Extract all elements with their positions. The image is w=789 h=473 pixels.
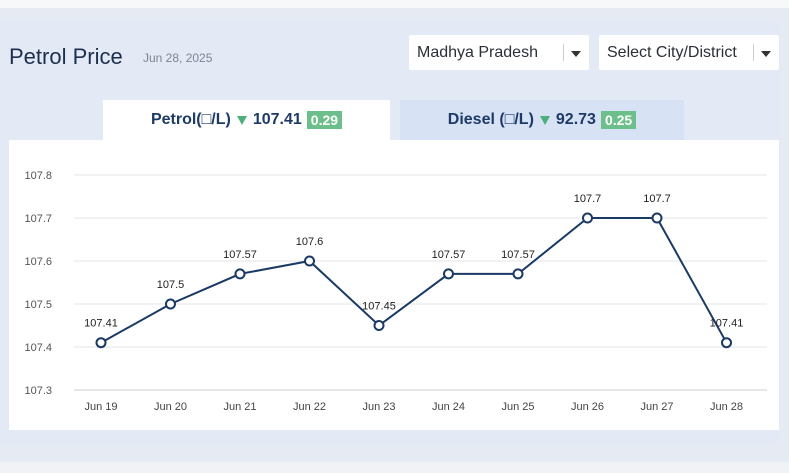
data-label: 107.6 bbox=[296, 236, 324, 248]
tab-petrol-change-badge: 0.29 bbox=[306, 111, 343, 129]
price-line-chart: 107.3 107.4 107.5 107.6 107.7 107.8 Jun 19 Jun … bbox=[24, 170, 767, 413]
data-label: 107.41 bbox=[710, 318, 744, 330]
city-select-value: Select City/District bbox=[607, 43, 737, 61]
y-tick-label: 107.4 bbox=[24, 342, 52, 354]
state-select-value: Madhya Pradesh bbox=[417, 43, 538, 61]
price-date: Jun 28, 2025 bbox=[143, 51, 213, 65]
y-tick-label: 107.3 bbox=[24, 385, 52, 397]
chevron-down-icon bbox=[571, 51, 581, 57]
page-title: Petrol Price bbox=[9, 44, 123, 69]
data-point bbox=[443, 268, 454, 280]
data-point bbox=[95, 337, 107, 349]
x-tick-label: Jun 20 bbox=[154, 401, 187, 413]
city-select-separator bbox=[753, 44, 754, 61]
data-label: 107.57 bbox=[223, 249, 257, 261]
top-strip bbox=[0, 0, 789, 8]
data-label: 107.7 bbox=[574, 193, 602, 205]
state-select[interactable]: Madhya Pradesh bbox=[409, 35, 589, 70]
series-line bbox=[100, 217, 728, 344]
data-point bbox=[512, 268, 524, 280]
y-tick-label: 107.7 bbox=[24, 213, 52, 225]
tab-diesel[interactable]: Diesel (□/L) 92.73 0.25 bbox=[400, 100, 684, 140]
tab-diesel-change-badge: 0.25 bbox=[600, 111, 637, 129]
chevron-down-icon bbox=[761, 51, 771, 57]
data-point bbox=[373, 320, 385, 331]
data-label: 107.41 bbox=[84, 318, 118, 330]
city-select[interactable]: Select City/District bbox=[599, 35, 779, 70]
data-point bbox=[582, 212, 593, 224]
x-tick-label: Jun 26 bbox=[571, 401, 604, 413]
data-label: 107.45 bbox=[362, 301, 396, 313]
y-tick-label: 107.5 bbox=[24, 299, 52, 311]
y-tick-label: 107.8 bbox=[24, 170, 52, 182]
data-point bbox=[304, 255, 315, 267]
data-label: 107.57 bbox=[501, 249, 535, 261]
tab-diesel-price: 92.73 bbox=[555, 111, 596, 128]
data-label: 107.57 bbox=[432, 249, 466, 261]
x-tick-label: Jun 23 bbox=[362, 401, 395, 413]
tab-petrol-price: 107.41 bbox=[252, 111, 302, 128]
bottom-strip bbox=[0, 462, 789, 473]
down-arrow-icon bbox=[236, 115, 247, 125]
data-label: 107.7 bbox=[643, 193, 671, 205]
data-label: 107.5 bbox=[157, 279, 185, 291]
tab-petrol-label: Petrol(□/L) bbox=[150, 111, 231, 128]
down-arrow-icon bbox=[539, 115, 550, 125]
data-point bbox=[651, 212, 663, 224]
x-tick-label: Jun 28 bbox=[710, 401, 743, 413]
y-tick-label: 107.6 bbox=[24, 256, 52, 268]
x-tick-label: Jun 25 bbox=[501, 401, 534, 413]
chart-card: 107.3 107.4 107.5 107.6 107.7 107.8 Jun 19 Jun … bbox=[9, 140, 779, 430]
data-point bbox=[234, 268, 246, 280]
x-tick-label: Jun 21 bbox=[223, 401, 256, 413]
x-tick-label: Jun 24 bbox=[432, 401, 465, 413]
x-tick-label: Jun 27 bbox=[640, 401, 673, 413]
data-point bbox=[721, 337, 732, 349]
data-point bbox=[165, 298, 176, 310]
state-select-separator bbox=[563, 44, 564, 61]
tab-diesel-label: Diesel (□/L) bbox=[447, 111, 534, 128]
x-tick-label: Jun 22 bbox=[293, 401, 326, 413]
tab-petrol[interactable]: Petrol(□/L) 107.41 0.29 bbox=[103, 100, 390, 140]
x-tick-label: Jun 19 bbox=[84, 401, 117, 413]
